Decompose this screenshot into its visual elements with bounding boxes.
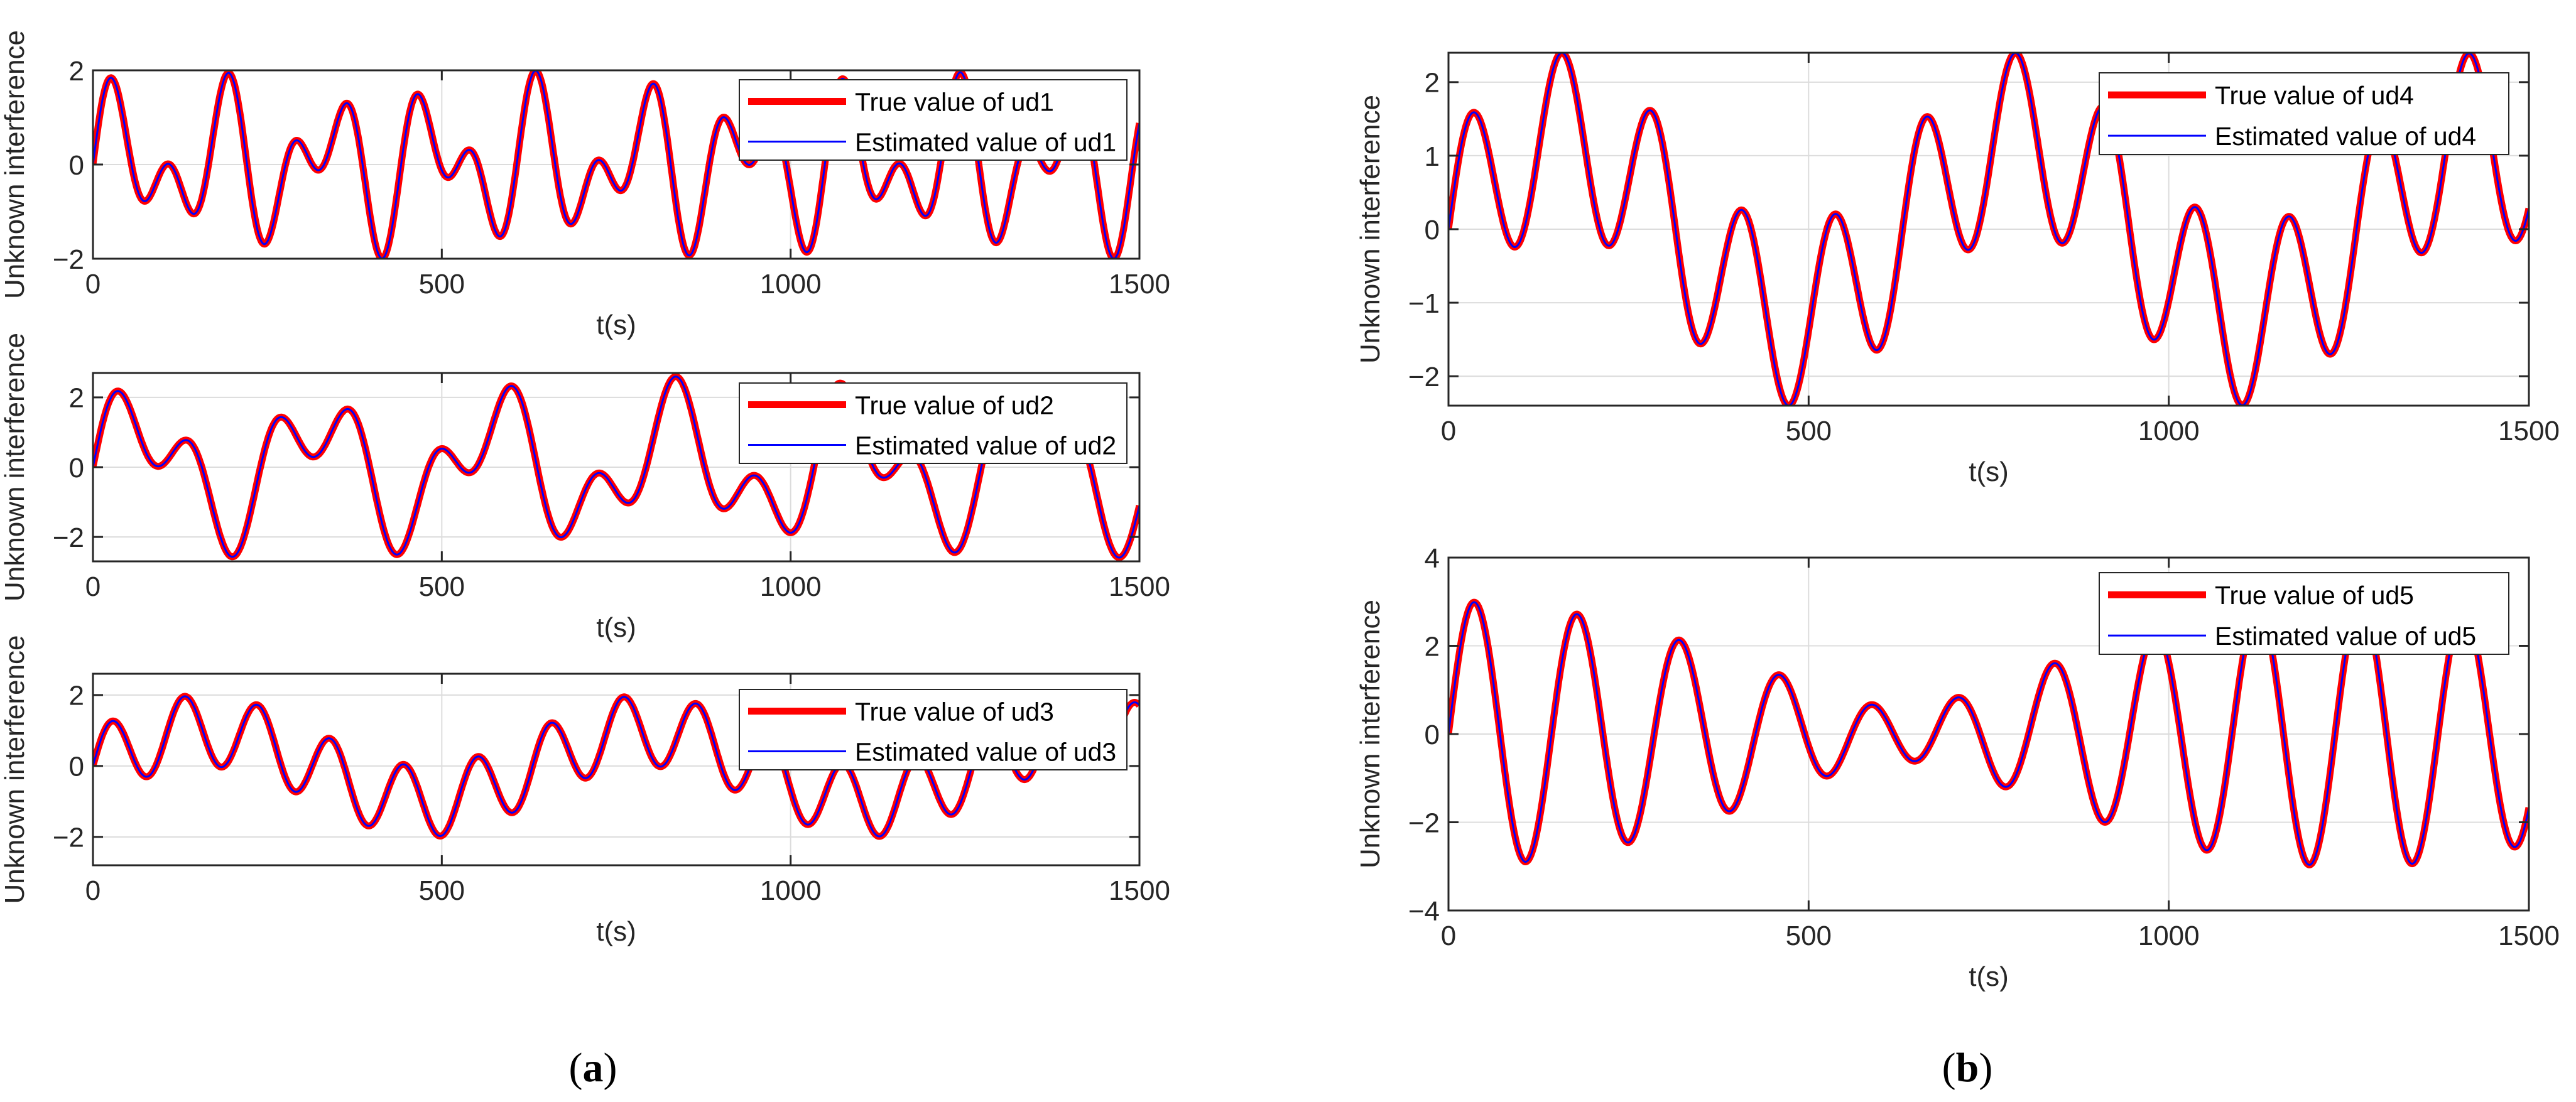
y-tick-label: 0 (69, 752, 84, 782)
legend-label-estimated: Estimated value of ud2 (855, 431, 1116, 460)
x-axis-label: t(s) (596, 612, 636, 643)
x-tick-label: 0 (85, 571, 101, 602)
x-tick-label: 0 (85, 875, 101, 906)
y-tick-label: 2 (69, 56, 84, 87)
panel-label-b-close: ) (1979, 1045, 1992, 1091)
x-tick-label: 1500 (2498, 416, 2560, 446)
legend-box (2099, 572, 2509, 655)
y-tick-label: 0 (1425, 215, 1440, 246)
x-axis-label: t(s) (596, 916, 636, 947)
panel-label-a-letter: a (583, 1045, 604, 1091)
chart-4: 0 500 1000 1500 −2 −1 0 1 2 t(s) Unknown interfere… (1355, 51, 2560, 487)
y-axis-label: Unknown interference (0, 635, 30, 904)
legend-label-estimated: Estimated value of ud5 (2215, 622, 2476, 651)
y-tick-label: −2 (53, 244, 84, 275)
panel-label-b-letter: b (1956, 1045, 1979, 1091)
legend-label-true: True value of ud2 (855, 391, 1054, 420)
x-axis-label: t(s) (1969, 456, 2009, 487)
x-tick-label: 500 (419, 269, 465, 300)
panel-label-a: (a) (569, 1045, 617, 1091)
panel-label-a-open: ( (569, 1045, 583, 1091)
axes-frame (92, 673, 1141, 867)
x-tick-label: 1500 (1109, 875, 1170, 906)
series-line-estimated (93, 695, 1139, 838)
legend-label-estimated: Estimated value of ud1 (855, 128, 1116, 157)
y-axis-label: Unknown interference (1355, 95, 1386, 364)
x-tick-label: 1500 (1109, 571, 1170, 602)
y-tick-label: 4 (1425, 543, 1440, 574)
y-tick-label: −1 (1408, 288, 1440, 319)
legend-label-true: True value of ud5 (2215, 581, 2414, 610)
y-tick-label: 0 (1425, 720, 1440, 750)
x-tick-label: 0 (1441, 921, 1456, 951)
x-tick-label: 1500 (1109, 269, 1170, 300)
x-tick-label: 1000 (2138, 416, 2200, 446)
y-tick-label: 0 (69, 150, 84, 181)
legend-label-true: True value of ud3 (855, 698, 1054, 727)
legend-label-true: True value of ud4 (2215, 81, 2414, 110)
legend-label-estimated: Estimated value of ud3 (855, 738, 1116, 767)
y-tick-label: 2 (69, 681, 84, 711)
x-tick-label: 500 (1786, 921, 1832, 951)
legend-label-estimated: Estimated value of ud4 (2215, 122, 2476, 151)
y-axis-label: Unknown interference (1355, 600, 1386, 868)
y-axis-label: Unknown interference (0, 333, 30, 602)
series-line-estimated (93, 375, 1139, 559)
y-tick-label: 0 (69, 453, 84, 483)
legend-box (739, 689, 1128, 770)
x-tick-label: 1000 (760, 269, 822, 300)
x-tick-label: 0 (85, 269, 101, 300)
y-tick-label: −2 (53, 522, 84, 553)
legend-box (739, 382, 1128, 464)
panel-label-b-open: ( (1942, 1045, 1956, 1091)
x-tick-label: 1000 (760, 875, 822, 906)
panel-label-a-close: ) (604, 1045, 617, 1091)
y-tick-label: −2 (53, 823, 84, 853)
y-axis-label: Unknown interference (0, 30, 30, 299)
legend-box (739, 79, 1128, 161)
y-tick-label: 2 (69, 383, 84, 414)
y-tick-label: −2 (1408, 808, 1440, 838)
y-tick-label: 2 (1425, 68, 1440, 99)
x-tick-label: 1000 (2138, 921, 2200, 951)
panel-label-b: (b) (1942, 1045, 1993, 1091)
x-tick-label: 0 (1441, 416, 1456, 446)
x-axis-label: t(s) (596, 310, 636, 340)
chart-5: 0 500 1000 1500 −4 −2 0 2 4 t(s) Unknown interfere… (1355, 543, 2560, 992)
y-tick-label: −4 (1408, 896, 1440, 927)
x-tick-label: 500 (419, 571, 465, 602)
legend-box (2099, 72, 2509, 155)
y-tick-label: −2 (1408, 362, 1440, 392)
legend-label-true: True value of ud1 (855, 88, 1054, 117)
x-tick-label: 500 (419, 875, 465, 906)
y-tick-label: 1 (1425, 141, 1440, 172)
x-tick-label: 500 (1786, 416, 1832, 446)
x-tick-label: 1500 (2498, 921, 2560, 951)
y-tick-label: 2 (1425, 631, 1440, 662)
x-axis-label: t(s) (1969, 961, 2009, 992)
x-tick-label: 1000 (760, 571, 822, 602)
series-line-estimated (1448, 53, 2529, 406)
